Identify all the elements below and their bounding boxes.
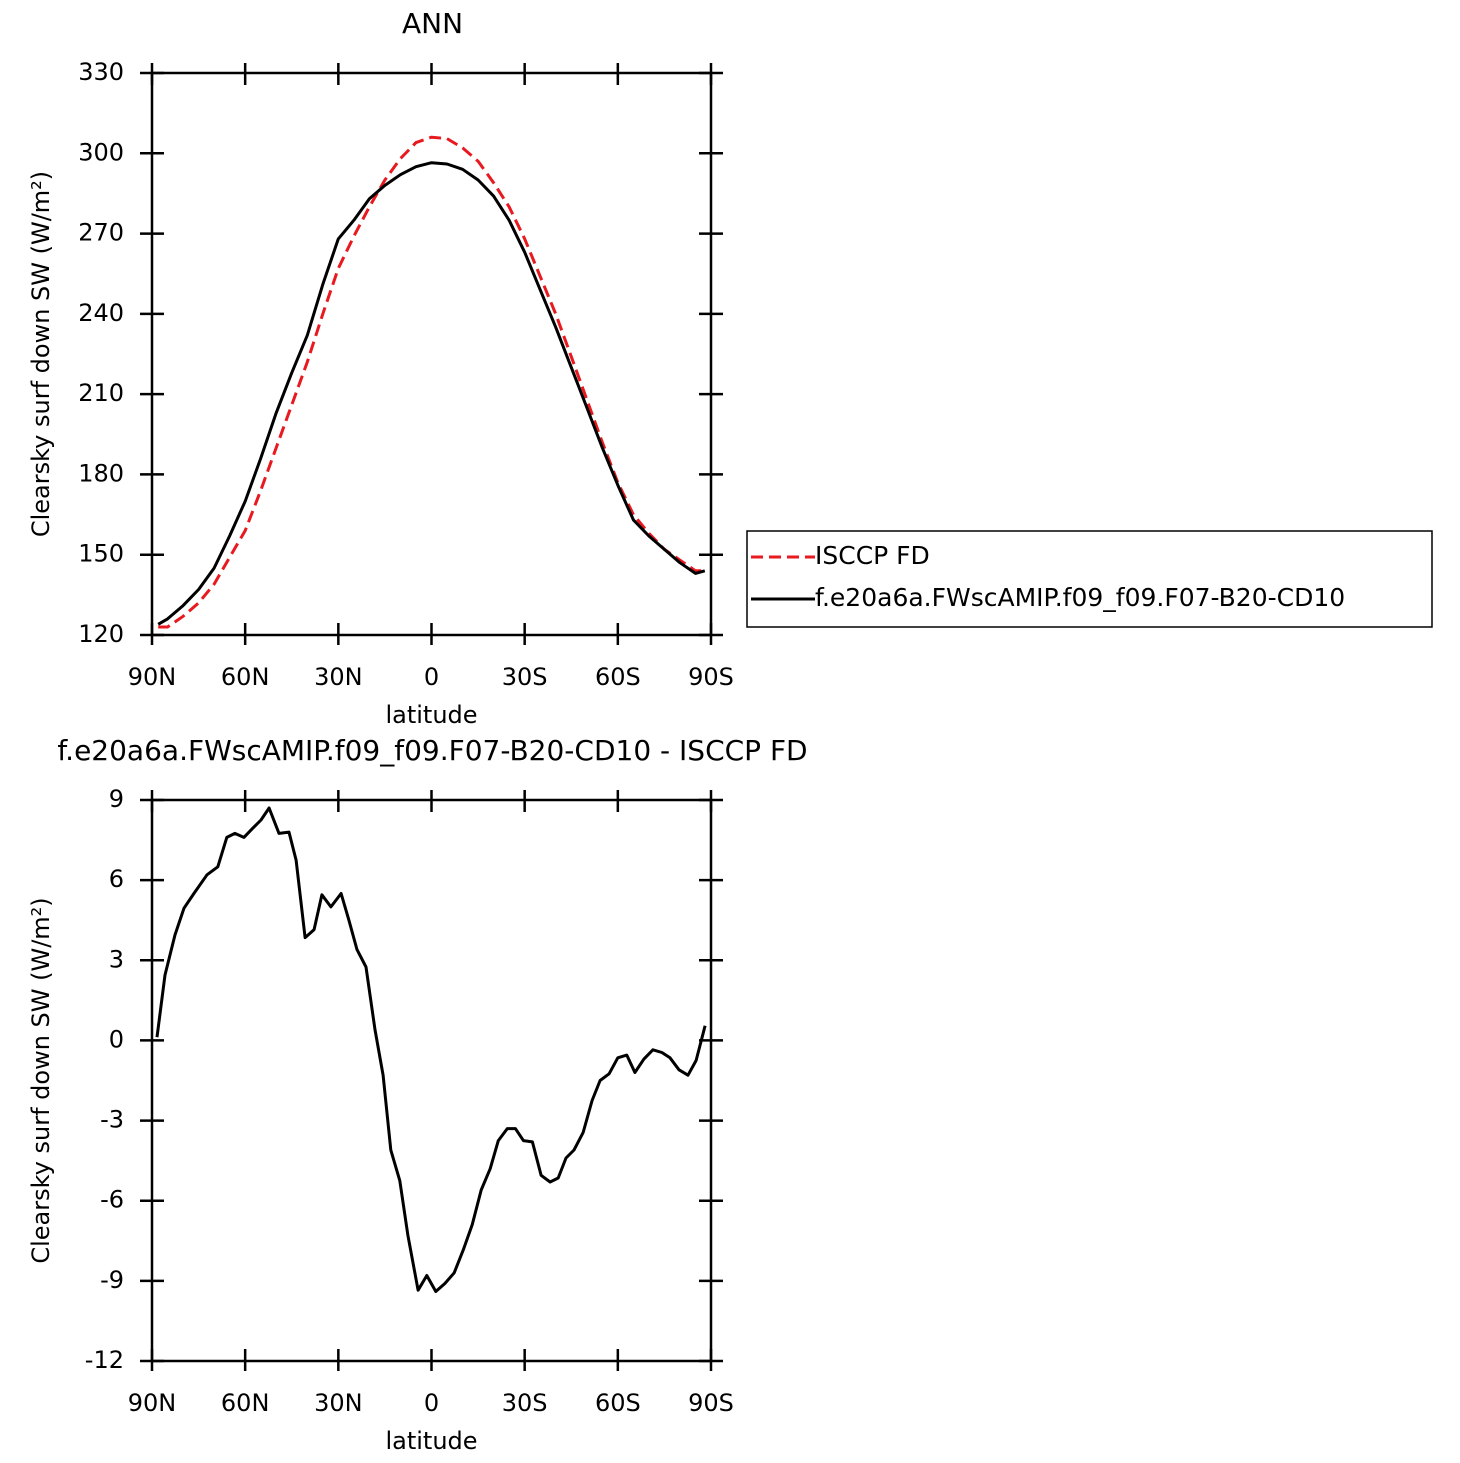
y-tick-label: 0 bbox=[109, 1025, 124, 1053]
y-tick-label: 150 bbox=[78, 540, 124, 568]
y-tick-label: 330 bbox=[78, 58, 124, 86]
x-tick-label: 90S bbox=[688, 1389, 734, 1417]
y-axis-label: Clearsky surf down SW (W/m²) bbox=[27, 897, 55, 1263]
legend-label: f.e20a6a.FWscAMIP.f09_f09.F07-B20-CD10 bbox=[815, 583, 1345, 612]
x-tick-label: 90N bbox=[128, 1389, 177, 1417]
legend-box bbox=[746, 530, 1433, 628]
x-tick-label: 30S bbox=[502, 663, 548, 691]
y-tick-label: 300 bbox=[78, 138, 124, 166]
x-tick-label: 60N bbox=[221, 663, 270, 691]
x-tick-label: 60S bbox=[595, 1389, 641, 1417]
chart-title: f.e20a6a.FWscAMIP.f09_f09.F07-B20-CD10 -… bbox=[57, 734, 807, 767]
y-tick-label: 240 bbox=[78, 299, 124, 327]
y-tick-label: 210 bbox=[78, 379, 124, 407]
y-tick-label: -6 bbox=[100, 1186, 124, 1214]
x-tick-label: 0 bbox=[424, 1389, 439, 1417]
y-tick-label: -9 bbox=[100, 1266, 124, 1294]
y-tick-label: 3 bbox=[109, 945, 124, 973]
y-tick-label: -12 bbox=[85, 1346, 124, 1374]
plot-frame bbox=[150, 798, 713, 1363]
chart-title: ANN bbox=[402, 7, 463, 40]
y-tick-label: 120 bbox=[78, 620, 124, 648]
x-tick-label: 60S bbox=[595, 663, 641, 691]
x-tick-label: 30N bbox=[314, 1389, 363, 1417]
y-tick-label: 9 bbox=[109, 785, 124, 813]
plot-frame bbox=[150, 71, 713, 637]
y-tick-label: -3 bbox=[100, 1106, 124, 1134]
x-tick-label: 90N bbox=[128, 663, 177, 691]
series-line bbox=[157, 161, 706, 626]
y-tick-label: 180 bbox=[78, 459, 124, 487]
y-axis-label: Clearsky surf down SW (W/m²) bbox=[27, 171, 55, 537]
x-tick-label: 30N bbox=[314, 663, 363, 691]
y-tick-label: 270 bbox=[78, 219, 124, 247]
x-axis-label: latitude bbox=[385, 701, 477, 729]
series-line bbox=[158, 135, 705, 629]
x-axis-label: latitude bbox=[385, 1427, 477, 1455]
series-line bbox=[155, 806, 707, 1293]
y-tick-label: 6 bbox=[109, 865, 124, 893]
legend-label: ISCCP FD bbox=[815, 541, 930, 570]
x-tick-label: 0 bbox=[424, 663, 439, 691]
x-tick-label: 60N bbox=[221, 1389, 270, 1417]
x-tick-label: 30S bbox=[502, 1389, 548, 1417]
x-tick-label: 90S bbox=[688, 663, 734, 691]
